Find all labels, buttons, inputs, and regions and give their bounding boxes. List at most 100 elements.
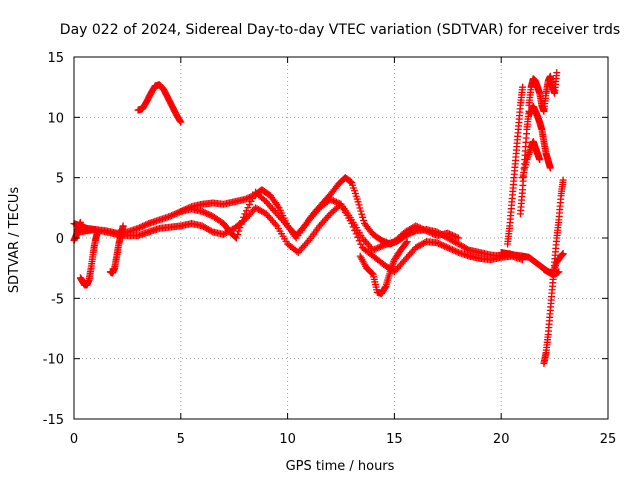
data-point xyxy=(433,239,441,247)
data-point xyxy=(415,223,423,231)
data-point xyxy=(172,210,180,218)
data-point xyxy=(377,243,385,251)
data-point xyxy=(332,198,340,206)
y-tick-label: 15 xyxy=(47,51,64,66)
data-point xyxy=(445,230,453,238)
data-points xyxy=(70,69,567,367)
data-point xyxy=(240,213,248,221)
data-point xyxy=(137,223,145,231)
data-point xyxy=(169,211,177,219)
x-tick-label: 5 xyxy=(177,432,185,447)
data-point xyxy=(175,208,183,216)
data-point xyxy=(454,234,462,242)
data-point xyxy=(136,224,144,232)
data-point xyxy=(447,231,455,239)
data-point xyxy=(242,195,250,203)
series-arc-early-dip xyxy=(76,228,101,289)
data-point xyxy=(435,240,443,248)
x-tick-label: 25 xyxy=(600,432,617,447)
y-tick-label: -15 xyxy=(43,413,64,428)
data-point xyxy=(238,217,246,225)
data-point xyxy=(204,210,212,218)
data-point xyxy=(448,246,456,254)
data-point xyxy=(139,222,147,230)
data-point xyxy=(369,246,377,254)
data-point xyxy=(245,193,253,201)
series-arc-late-tail xyxy=(540,250,567,278)
data-point xyxy=(402,239,410,247)
data-point xyxy=(119,222,127,230)
data-point xyxy=(356,204,364,212)
data-point xyxy=(249,194,257,202)
data-point xyxy=(368,269,376,277)
data-point xyxy=(177,118,185,126)
data-point xyxy=(559,176,567,184)
series-arc-main-lower xyxy=(74,200,527,276)
data-point xyxy=(536,156,544,164)
data-point xyxy=(441,242,449,250)
data-point xyxy=(451,247,459,255)
data-point xyxy=(450,232,458,240)
series-arc-dip-14 xyxy=(356,238,411,298)
data-point xyxy=(143,220,151,228)
data-point xyxy=(436,240,444,248)
data-point xyxy=(442,243,450,251)
y-tick-label: 10 xyxy=(47,111,64,126)
data-point xyxy=(329,197,337,205)
data-point xyxy=(357,240,365,248)
y-tick-label: -5 xyxy=(51,292,64,307)
data-point xyxy=(245,201,253,209)
data-point xyxy=(140,222,148,230)
data-point xyxy=(357,207,365,215)
data-point xyxy=(142,221,150,229)
data-point xyxy=(244,204,252,212)
data-point xyxy=(448,231,456,239)
data-point xyxy=(445,244,453,252)
data-point xyxy=(174,209,182,217)
x-tick-label: 10 xyxy=(279,432,296,447)
data-point xyxy=(444,229,452,237)
data-point xyxy=(232,234,240,242)
data-point xyxy=(418,225,426,233)
data-point xyxy=(331,197,339,205)
data-point xyxy=(168,212,176,220)
data-point xyxy=(425,228,433,236)
data-point xyxy=(374,244,382,252)
data-point xyxy=(235,227,243,235)
data-point xyxy=(419,225,427,233)
data-point xyxy=(424,227,432,235)
y-axis-label: SDTVAR / TECUs xyxy=(7,187,22,294)
x-tick-label: 15 xyxy=(386,432,403,447)
data-point xyxy=(93,228,101,236)
series-arc-mid-bumps xyxy=(177,188,462,254)
data-point xyxy=(464,245,472,253)
data-point xyxy=(450,246,458,254)
data-point xyxy=(429,230,437,238)
data-point xyxy=(553,69,561,77)
data-point xyxy=(358,210,366,218)
axis-ticks xyxy=(73,56,609,420)
series-arc-rise-21 xyxy=(516,102,554,218)
data-point xyxy=(355,201,363,209)
data-point xyxy=(261,196,269,204)
data-point xyxy=(439,242,447,250)
data-point xyxy=(234,231,242,239)
data-point xyxy=(451,233,459,241)
data-point xyxy=(413,223,421,231)
data-point xyxy=(438,241,446,249)
data-point xyxy=(352,230,360,238)
data-point xyxy=(519,83,527,91)
data-point xyxy=(166,212,174,220)
data-point xyxy=(422,227,430,235)
x-tick-labels: 0 5 10 15 20 25 xyxy=(70,432,616,447)
y-tick-label: -10 xyxy=(43,353,64,368)
data-point xyxy=(360,216,368,224)
series-arc-rise-20 xyxy=(504,83,527,248)
data-point xyxy=(354,198,362,206)
data-point xyxy=(555,268,563,276)
data-point xyxy=(201,209,209,217)
data-point xyxy=(444,244,452,252)
data-point xyxy=(242,207,250,215)
data-point xyxy=(453,233,461,241)
